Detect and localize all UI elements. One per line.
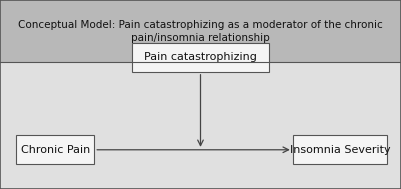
Bar: [16, 135, 94, 164]
Text: Pain catastrophizing: Pain catastrophizing: [144, 52, 257, 62]
Bar: [0, 0, 401, 62]
Bar: [293, 135, 387, 164]
Text: Chronic Pain: Chronic Pain: [20, 145, 90, 155]
Text: Insomnia Severity: Insomnia Severity: [290, 145, 390, 155]
Bar: [132, 43, 269, 72]
Text: Conceptual Model: Pain catastrophizing as a moderator of the chronic
pain/insomn: Conceptual Model: Pain catastrophizing a…: [18, 20, 383, 43]
